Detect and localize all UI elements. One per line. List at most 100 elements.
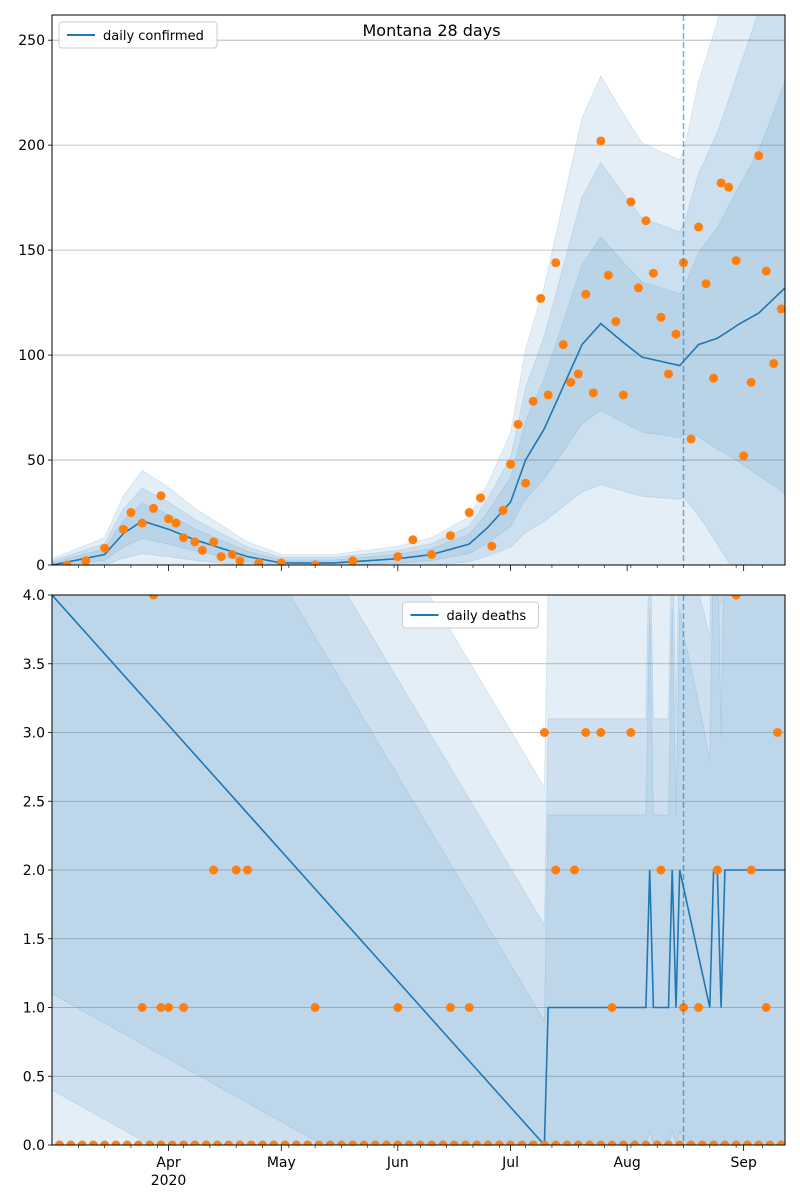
data-point	[746, 865, 756, 875]
data-point	[464, 1003, 474, 1012]
data-point	[494, 1140, 504, 1145]
data-point	[596, 1140, 606, 1145]
data-point	[224, 1140, 234, 1145]
y-tick-label: 100	[18, 348, 45, 364]
data-point	[190, 537, 200, 547]
data-point	[712, 865, 722, 875]
data-point	[596, 728, 606, 737]
data-point	[679, 1003, 689, 1012]
data-point	[709, 373, 719, 383]
data-point	[626, 728, 636, 737]
x-tick-label: Sep	[730, 1155, 757, 1171]
data-point	[476, 493, 486, 503]
data-point	[731, 256, 741, 266]
data-point	[303, 1140, 313, 1145]
data-point	[171, 518, 181, 528]
data-point	[148, 503, 158, 513]
data-point	[359, 1140, 369, 1145]
y-tick-label: 2.5	[23, 794, 45, 810]
data-point	[671, 329, 681, 339]
series-line	[52, 595, 785, 1145]
data-point	[633, 283, 643, 293]
data-point	[66, 1140, 76, 1145]
x-tick-sublabel: 2020	[151, 1173, 187, 1189]
data-point	[254, 558, 264, 565]
data-point	[697, 1140, 707, 1145]
data-point	[573, 369, 583, 379]
data-point	[551, 865, 561, 875]
axes-frame	[51, 14, 786, 566]
data-point	[197, 545, 207, 555]
legend-box	[402, 601, 539, 629]
data-point	[498, 505, 508, 515]
data-point	[111, 1140, 121, 1145]
data-point	[754, 151, 764, 161]
data-point	[585, 1140, 595, 1145]
data-point	[607, 1003, 617, 1012]
data-point	[528, 396, 538, 406]
data-point	[742, 1140, 752, 1145]
data-point	[449, 1140, 459, 1145]
data-point	[118, 524, 128, 534]
uncertainty-band	[52, 81, 785, 565]
data-point	[382, 1140, 392, 1145]
data-point	[348, 1140, 358, 1145]
data-point	[776, 1140, 785, 1145]
data-point	[663, 369, 673, 379]
y-tick-label: 50	[27, 453, 45, 469]
data-point	[487, 541, 497, 551]
data-point	[156, 1140, 166, 1145]
data-point	[618, 390, 628, 400]
x-tick-label: Jul	[501, 1155, 519, 1171]
data-point	[415, 1140, 425, 1145]
data-point	[164, 514, 174, 524]
data-point	[506, 459, 516, 469]
data-point	[133, 1140, 143, 1145]
data-point	[581, 289, 591, 299]
data-point	[626, 197, 636, 207]
data-point	[581, 728, 591, 737]
data-point	[720, 1140, 730, 1145]
data-point	[348, 556, 358, 565]
data-point	[611, 316, 621, 326]
data-point	[656, 865, 666, 875]
x-tick-label: May	[267, 1155, 296, 1171]
data-point	[648, 268, 658, 278]
data-point	[506, 1140, 516, 1145]
data-point	[100, 543, 110, 553]
data-point	[754, 1140, 764, 1145]
data-point	[472, 1140, 482, 1145]
data-point	[370, 1140, 380, 1145]
data-point	[566, 377, 576, 387]
data-point	[731, 1140, 741, 1145]
y-tick-label: 250	[18, 33, 45, 49]
data-point	[55, 1140, 65, 1145]
y-tick-label: 0.5	[23, 1069, 45, 1085]
data-point	[675, 1140, 685, 1145]
data-point	[427, 1140, 437, 1145]
data-point	[746, 377, 756, 387]
data-point	[652, 1140, 662, 1145]
data-point	[701, 279, 711, 289]
data-point	[122, 1140, 132, 1145]
legend: daily deaths	[402, 601, 539, 629]
data-point	[716, 178, 726, 188]
data-point	[77, 1140, 87, 1145]
data-point	[227, 550, 237, 560]
data-point	[539, 1140, 549, 1145]
data-point	[201, 1140, 211, 1145]
data-point	[663, 1140, 673, 1145]
y-tick-label: 3.0	[23, 726, 45, 742]
data-point	[404, 1140, 414, 1145]
x-tick-label: Aug	[613, 1155, 640, 1171]
x-tick-label: Jun	[386, 1155, 409, 1171]
legend-box	[58, 21, 218, 49]
data-point	[618, 1140, 628, 1145]
data-point	[209, 537, 219, 547]
data-point	[81, 556, 91, 565]
y-tick-label: 0	[36, 558, 45, 574]
data-point	[517, 1140, 527, 1145]
data-point	[641, 216, 651, 226]
